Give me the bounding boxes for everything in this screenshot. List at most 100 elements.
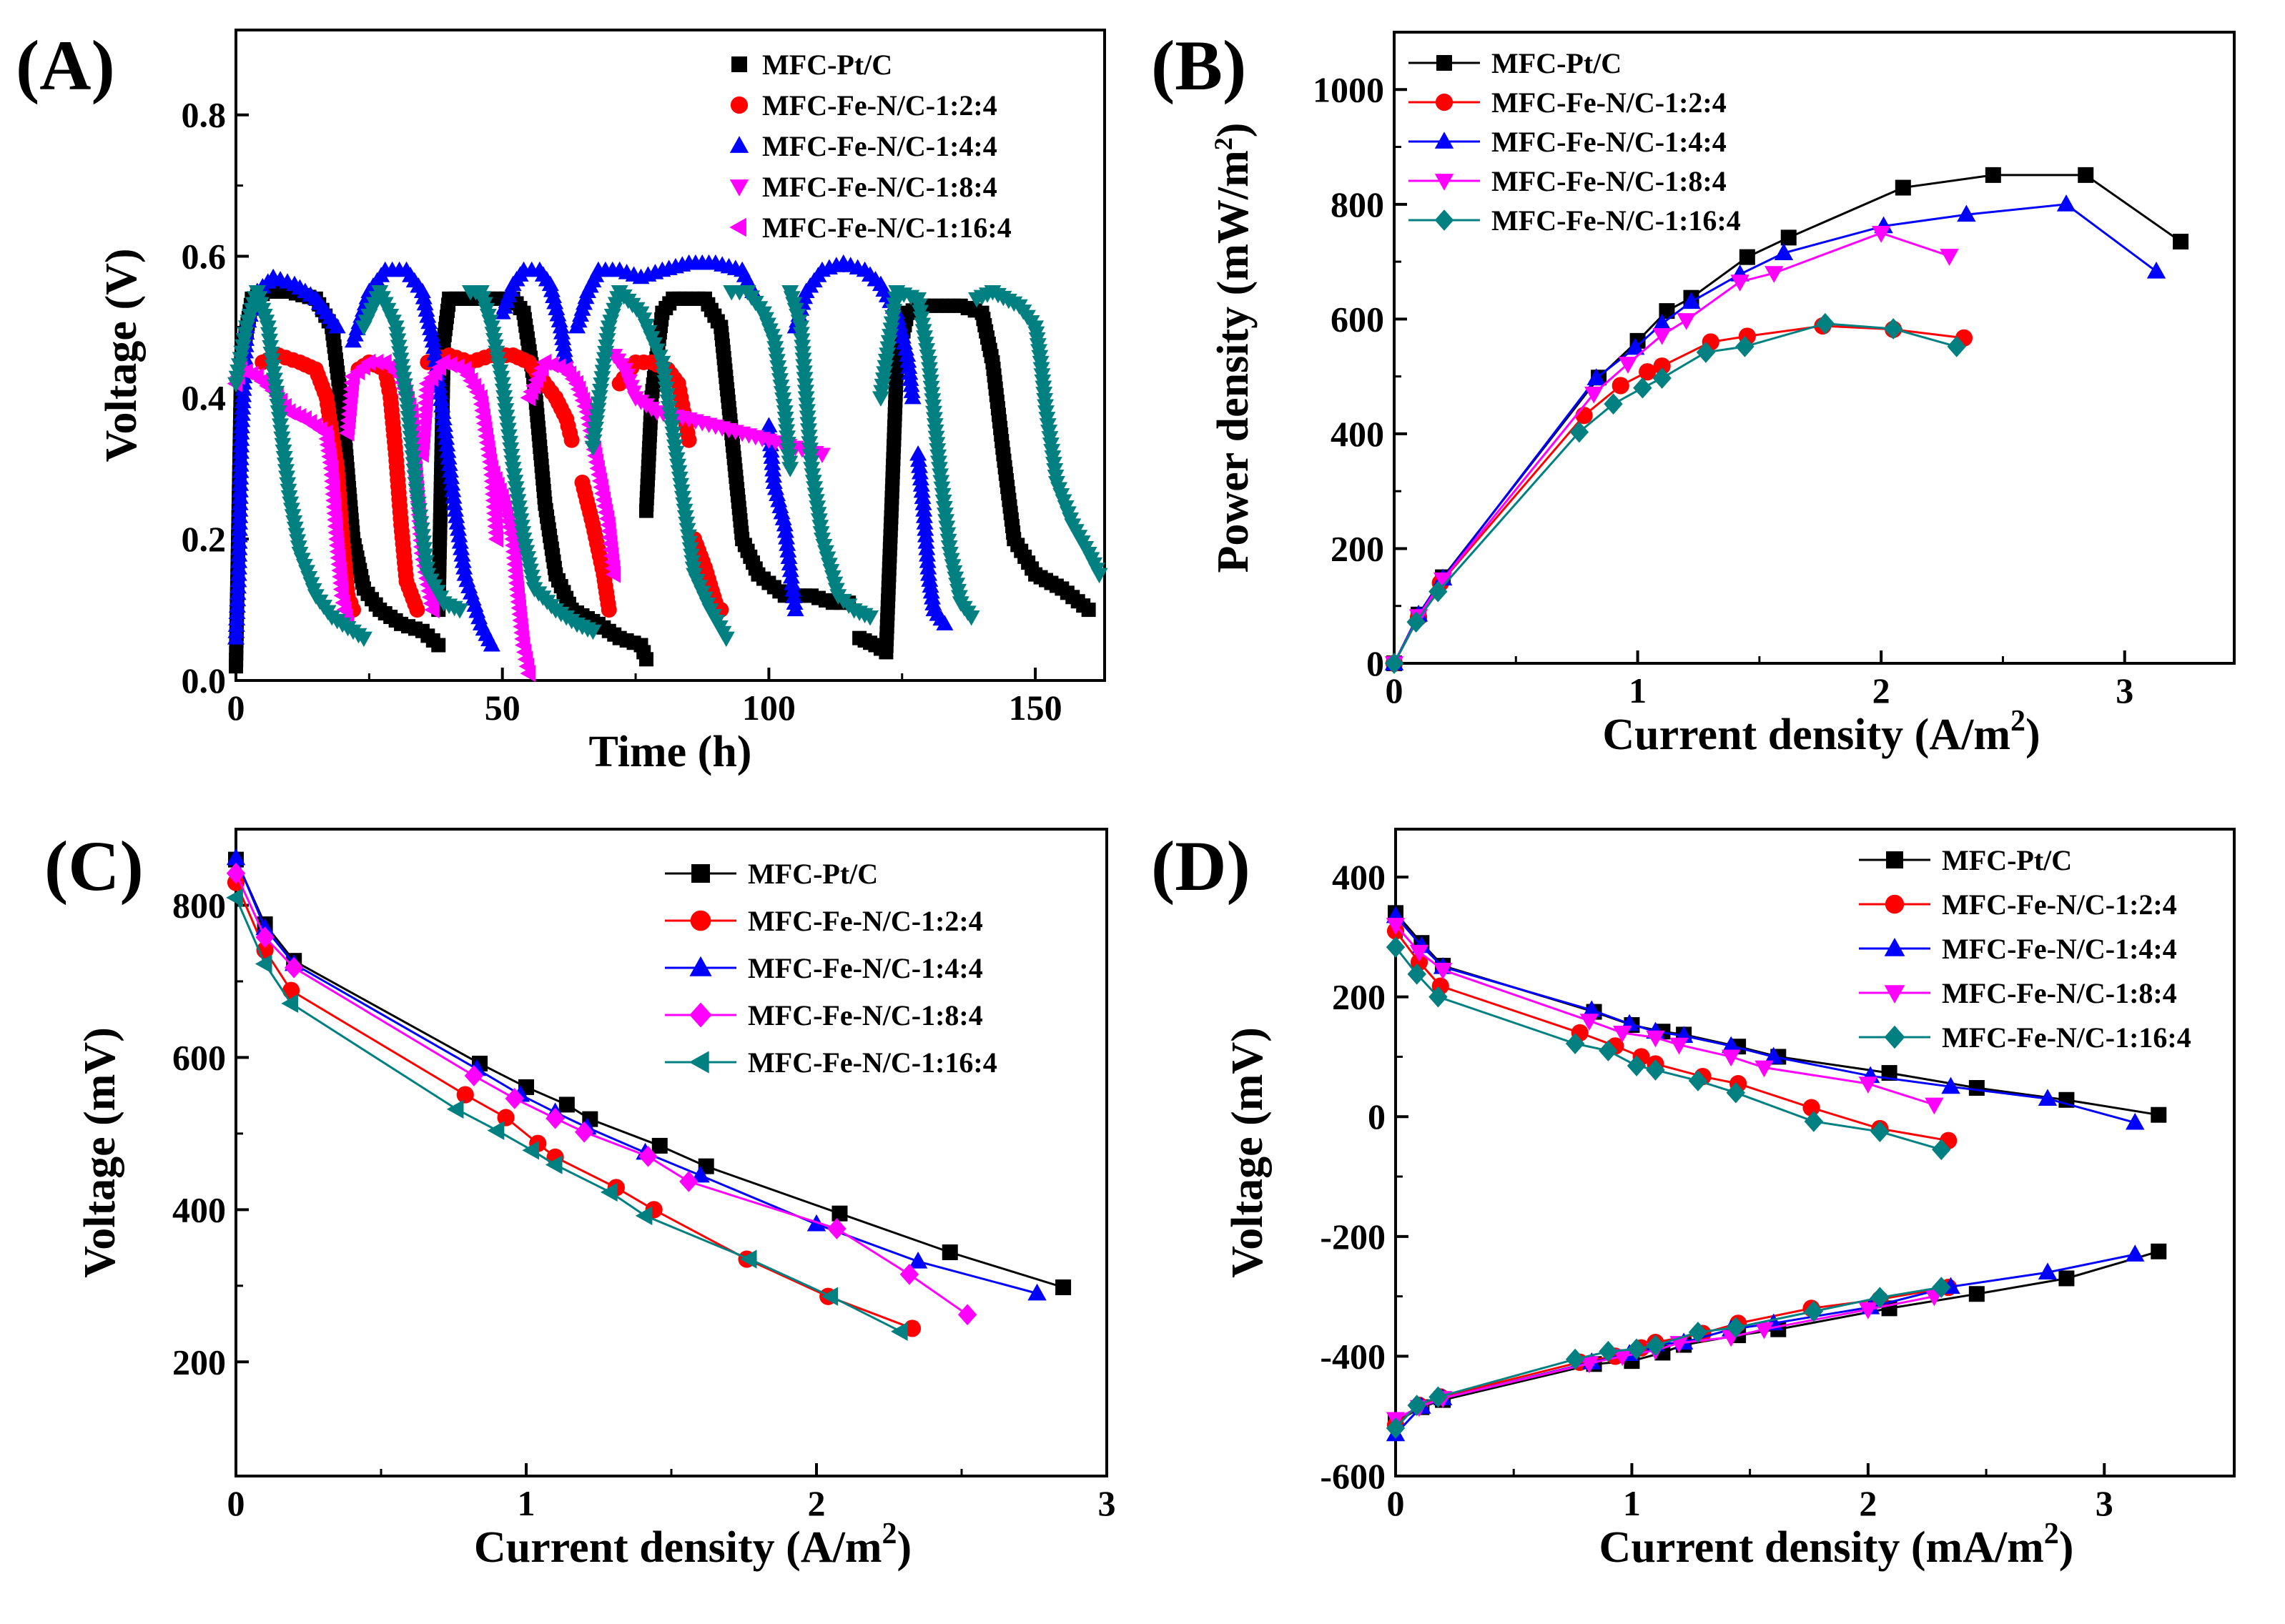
series xyxy=(1384,226,1959,673)
data-point xyxy=(360,353,376,371)
data-point xyxy=(435,416,453,432)
legend-entry: MFC-Fe-N/C-1:2:4 xyxy=(730,89,997,122)
legend-entry: MFC-Fe-N/C-1:8:4 xyxy=(729,171,997,203)
series xyxy=(1386,936,1951,1439)
data-point xyxy=(440,449,458,465)
x-tick-label: 2 xyxy=(1872,670,1890,710)
data-point xyxy=(426,345,444,361)
data-point xyxy=(831,1205,848,1222)
data-point xyxy=(1618,357,1638,374)
legend-label: MFC-Pt/C xyxy=(748,858,878,890)
data-point xyxy=(448,508,465,523)
x-axis-label: Current density (A/m2) xyxy=(474,1517,912,1572)
data-point xyxy=(1646,1059,1665,1081)
legend-marker xyxy=(731,56,747,72)
data-point xyxy=(600,1182,618,1202)
legend-label: MFC-Fe-N/C-1:2:4 xyxy=(1491,86,1727,119)
legend-marker xyxy=(730,96,749,114)
data-point xyxy=(1735,336,1755,357)
data-point xyxy=(1586,368,1606,385)
data-point xyxy=(282,981,300,999)
data-point xyxy=(786,600,804,617)
data-point xyxy=(1584,386,1604,404)
legend-entry: MFC-Fe-N/C-1:2:4 xyxy=(1408,86,1727,119)
y-axis-label-end: ) xyxy=(1209,123,1258,138)
legend-marker xyxy=(1436,55,1452,71)
x-tick-label: 2 xyxy=(1859,1483,1877,1523)
data-point xyxy=(1433,572,1453,590)
data-point xyxy=(681,432,697,448)
data-point xyxy=(563,432,580,448)
data-point xyxy=(455,559,473,575)
data-point xyxy=(776,523,794,538)
data-point xyxy=(586,422,604,437)
data-point xyxy=(232,352,250,367)
data-point xyxy=(1755,1322,1774,1340)
plot-frame xyxy=(1393,31,2236,665)
legend-entry: MFC-Pt/C xyxy=(665,858,878,890)
data-point xyxy=(575,1121,594,1143)
series xyxy=(1384,312,1966,674)
y-axis-label: Voltage (mV) xyxy=(76,1027,124,1278)
y-axis-label: Power density (mW/m2) xyxy=(1209,123,1258,573)
data-point xyxy=(585,434,603,450)
x-axis-label: Time (h) xyxy=(589,728,752,776)
series-line xyxy=(1394,1253,2136,1435)
legend-entry: MFC-Fe-N/C-1:4:4 xyxy=(1859,933,2177,965)
data-point xyxy=(1968,1080,1985,1096)
data-point xyxy=(285,956,304,979)
data-point xyxy=(1858,1076,1878,1094)
data-point xyxy=(785,588,803,603)
data-point xyxy=(1940,249,1959,266)
data-point xyxy=(880,335,898,351)
data-point xyxy=(448,514,466,530)
series xyxy=(1386,167,2189,671)
data-point xyxy=(1682,292,1701,310)
data-point xyxy=(1870,1287,1890,1309)
data-point xyxy=(230,358,248,374)
data-point xyxy=(1722,1036,1741,1054)
y-tick-label: 400 xyxy=(1332,857,1386,897)
data-point xyxy=(445,495,463,510)
data-point xyxy=(255,954,272,974)
data-point xyxy=(1627,1338,1647,1360)
data-point xyxy=(1612,377,1629,395)
data-point xyxy=(778,529,796,545)
data-point xyxy=(1579,1356,1599,1374)
legend-label: MFC-Fe-N/C-1:16:4 xyxy=(762,212,1012,244)
y-tick-label: 800 xyxy=(1331,184,1384,224)
x-axis-label-sup: 2 xyxy=(2044,1517,2059,1550)
y-tick-label: 200 xyxy=(1332,977,1386,1017)
data-point xyxy=(589,402,607,418)
data-point xyxy=(588,415,606,431)
legend-label: MFC-Fe-N/C-1:2:4 xyxy=(762,89,997,122)
series-line xyxy=(235,897,902,1333)
legend-label: MFC-Fe-N/C-1:2:4 xyxy=(1942,888,2177,921)
legend-entry: MFC-Fe-N/C-1:8:4 xyxy=(1408,165,1727,197)
x-tick-label: 1 xyxy=(1623,1483,1641,1523)
data-point xyxy=(886,297,904,313)
data-point xyxy=(962,610,980,626)
data-point xyxy=(436,422,454,439)
data-point xyxy=(464,1065,484,1086)
data-point xyxy=(226,862,246,884)
data-point xyxy=(821,1287,839,1306)
data-point xyxy=(450,527,468,543)
data-point xyxy=(488,530,504,548)
data-point xyxy=(558,1096,575,1113)
data-point xyxy=(1722,1049,1741,1067)
data-point xyxy=(779,535,796,551)
data-point xyxy=(2173,233,2189,249)
series-line xyxy=(1393,322,1958,664)
data-point xyxy=(505,1088,524,1109)
legend-marker xyxy=(690,910,711,931)
data-point xyxy=(781,555,799,571)
data-point xyxy=(890,1322,908,1341)
panel-label: (D) xyxy=(1151,826,1250,906)
plot-area xyxy=(226,848,1072,1341)
data-point xyxy=(899,1264,919,1285)
legend-label: MFC-Fe-N/C-1:4:4 xyxy=(762,130,997,162)
data-point xyxy=(638,652,653,667)
legend-marker xyxy=(1435,93,1454,112)
